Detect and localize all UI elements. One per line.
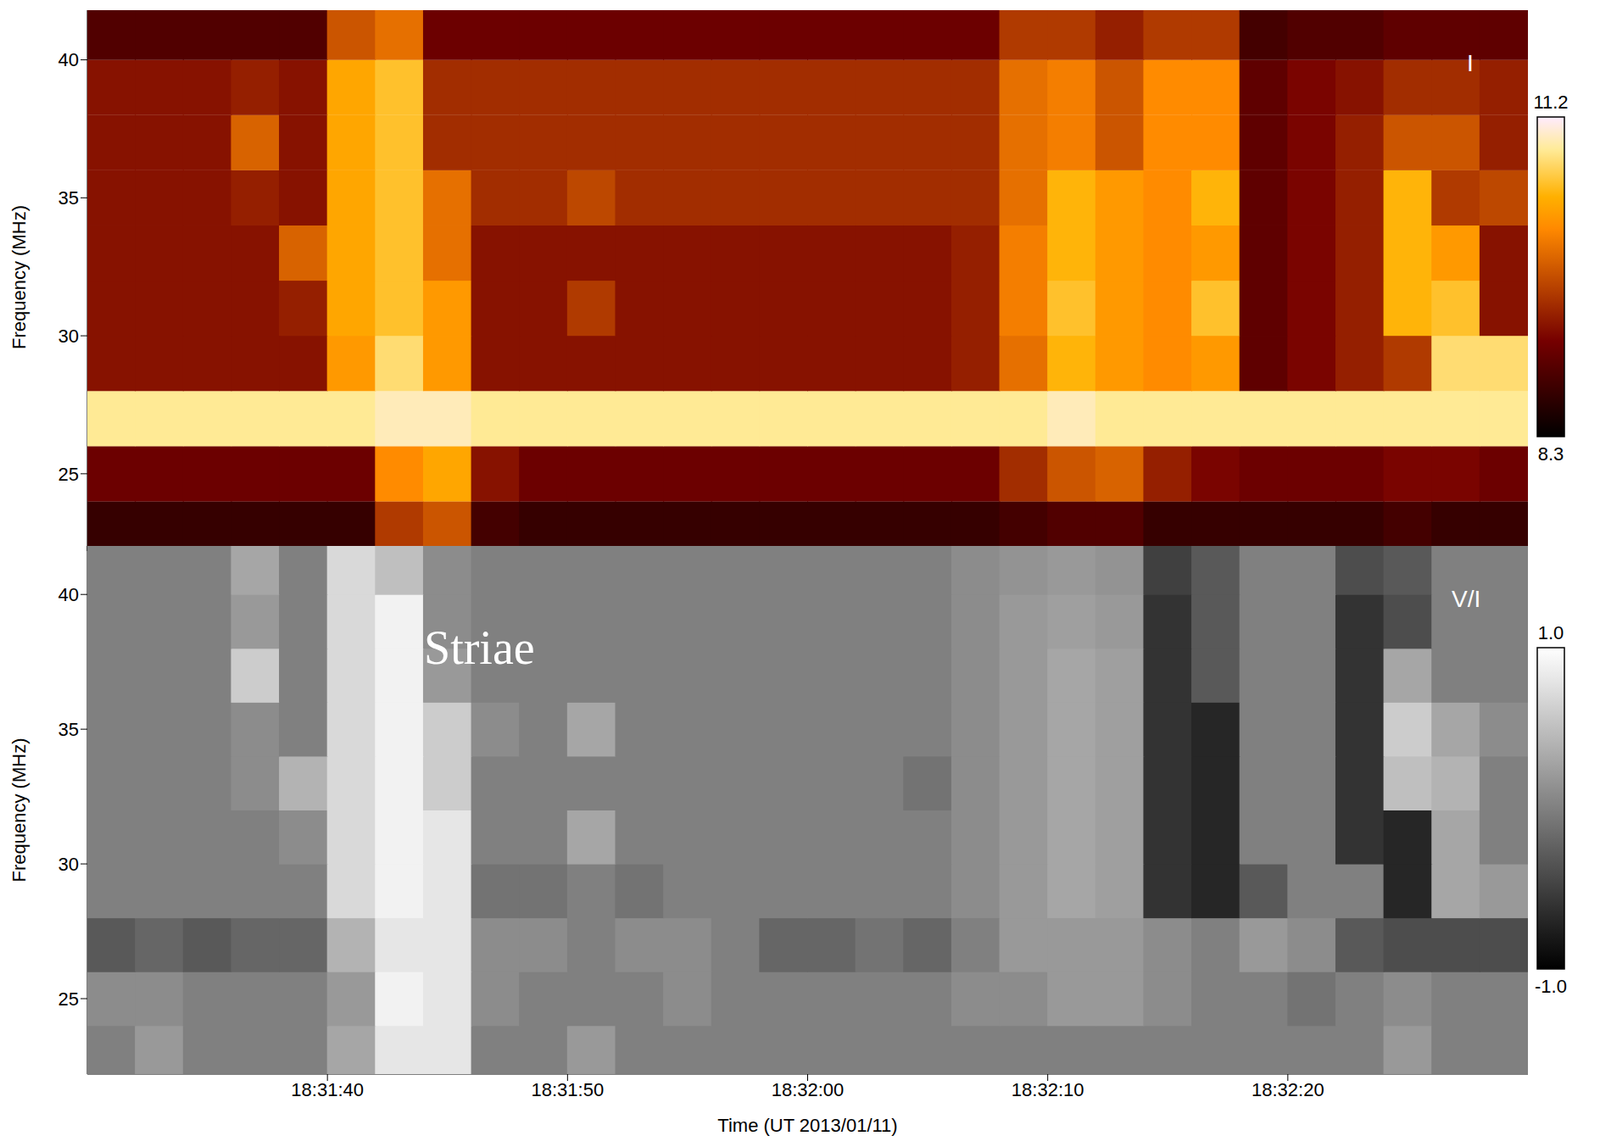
svg-text:Striae: Striae: [423, 621, 536, 675]
svg-text:30: 30: [58, 325, 79, 347]
svg-text:30: 30: [58, 853, 79, 876]
svg-text:I: I: [1466, 50, 1474, 77]
svg-text:V/I: V/I: [1451, 585, 1481, 613]
svg-text:18:32:20: 18:32:20: [1251, 1079, 1325, 1101]
svg-text:18:31:50: 18:31:50: [531, 1079, 605, 1101]
svg-text:1.0: 1.0: [1538, 622, 1565, 644]
svg-text:40: 40: [58, 49, 79, 71]
svg-text:18:31:40: 18:31:40: [290, 1079, 364, 1101]
svg-text:25: 25: [58, 463, 79, 486]
svg-text:-1.0: -1.0: [1534, 975, 1567, 998]
svg-text:35: 35: [58, 719, 79, 741]
svg-text:Frequency (MHz): Frequency (MHz): [8, 205, 30, 350]
svg-text:Time (UT 2013/01/11): Time (UT 2013/01/11): [717, 1114, 898, 1137]
svg-text:18:32:00: 18:32:00: [771, 1079, 845, 1101]
svg-text:Frequency (MHz): Frequency (MHz): [8, 738, 30, 883]
svg-text:25: 25: [58, 988, 79, 1010]
svg-text:11.2: 11.2: [1533, 91, 1568, 113]
svg-text:35: 35: [58, 187, 79, 209]
svg-text:40: 40: [58, 584, 79, 606]
svg-text:8.3: 8.3: [1538, 443, 1565, 465]
svg-text:18:32:10: 18:32:10: [1011, 1079, 1085, 1101]
